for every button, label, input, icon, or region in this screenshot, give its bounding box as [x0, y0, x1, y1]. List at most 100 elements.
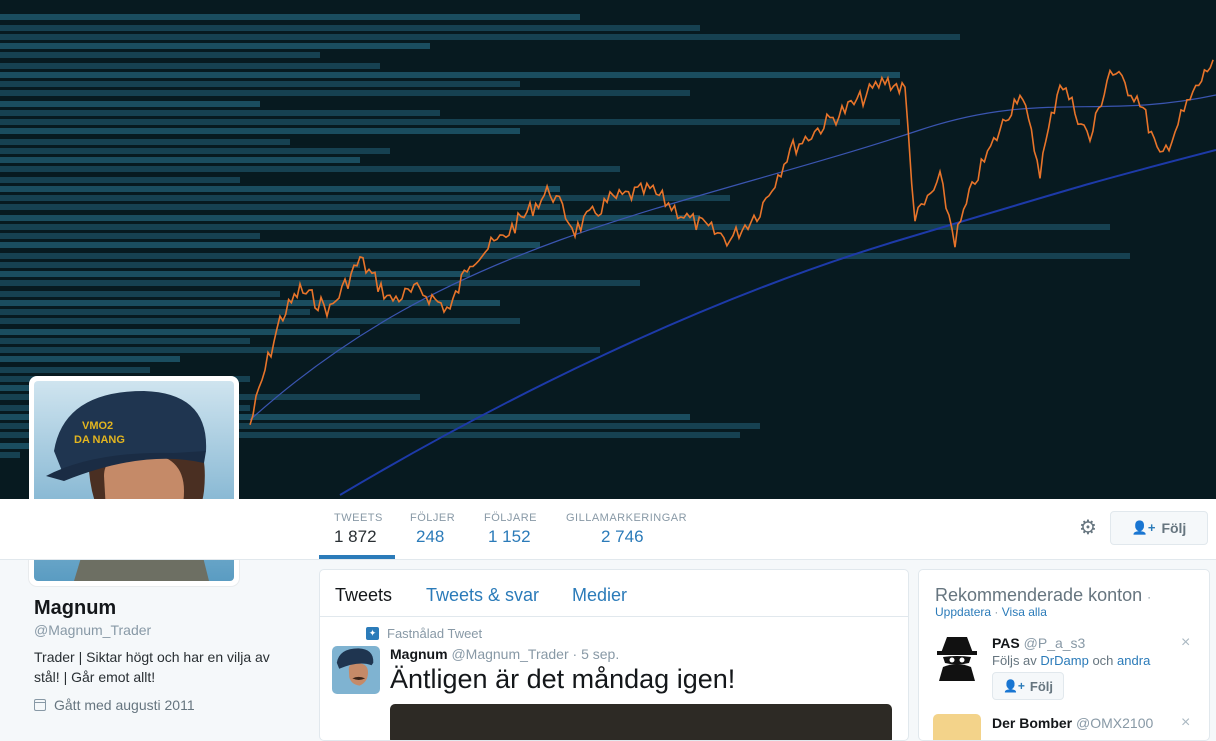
banner-bar [0, 338, 250, 344]
followed-by-user-link[interactable]: DrDamp [1040, 653, 1089, 668]
pinned-label: Fastnålad Tweet [387, 626, 483, 641]
recommended-follow-button[interactable]: 👤+ Följ [992, 672, 1064, 700]
banner-bar [0, 280, 640, 286]
pin-icon: ✦ [366, 627, 379, 640]
banner-bar [0, 367, 150, 373]
dismiss-icon[interactable]: × [1181, 714, 1191, 731]
banner-bar [0, 101, 260, 107]
banner-bar [0, 195, 730, 201]
banner-bar [0, 432, 740, 438]
banner-bar [0, 414, 690, 420]
tab-media[interactable]: Medier [572, 585, 628, 605]
followed-by-prefix: Följs av [992, 653, 1037, 668]
recommended-avatar[interactable] [933, 633, 981, 681]
tab-tweets-replies[interactable]: Tweets & svar [426, 585, 540, 605]
banner-bar [0, 452, 20, 458]
banner-bar [0, 186, 560, 192]
account-name: Der Bomber [992, 715, 1073, 731]
banner-bar [0, 14, 580, 20]
stat-value: 2 746 [601, 527, 644, 546]
tweet-avatar[interactable] [332, 646, 380, 694]
banner-price-line [249, 59, 1214, 426]
banner-bar [0, 242, 540, 248]
gear-icon[interactable]: ⚙ [1079, 517, 1097, 539]
who-to-follow-title: Rekommenderade konton · [935, 585, 1151, 606]
stat-tweets[interactable]: TWEETS 1 872 [319, 499, 395, 559]
tweet-text: Äntligen är det måndag igen! [390, 664, 736, 694]
dismiss-icon[interactable]: × [1181, 634, 1191, 651]
avatar-image [332, 646, 380, 694]
stat-label: GILLAMARKERINGAR [566, 512, 688, 524]
profile-handle[interactable]: @Magnum_Trader [34, 622, 152, 638]
banner-bar [0, 233, 260, 239]
profile-bio: Trader | Siktar högt och har en vilja av… [34, 649, 270, 685]
tab-tweets[interactable]: Tweets [335, 585, 393, 605]
banner-ma-line [339, 149, 1216, 496]
banner-bar [0, 128, 520, 134]
pinned-indicator: ✦ Fastnålad Tweet [366, 626, 482, 641]
stat-likes[interactable]: GILLAMARKERINGAR 2 746 [566, 499, 687, 559]
banner-bar [0, 215, 700, 221]
recommended-avatar[interactable] [933, 714, 981, 740]
who-to-follow-heading: Rekommenderade konton [935, 585, 1143, 605]
tweet-timestamp[interactable]: 5 sep. [581, 646, 620, 662]
banner-bar [0, 318, 520, 324]
banner-bar [0, 90, 690, 96]
who-to-follow: Rekommenderade konton · Uppdatera · Visa… [918, 569, 1210, 741]
banner-ma-line [249, 94, 1216, 421]
banner-bar [0, 253, 1130, 259]
stat-value: 1 152 [488, 527, 531, 546]
svg-text:VMO2: VMO2 [82, 420, 113, 432]
banner-bar [0, 81, 520, 87]
spy-avatar-image [933, 633, 981, 681]
recommended-account-name[interactable]: Der Bomber @OMX2100 [992, 715, 1153, 731]
links-separator: · [994, 605, 999, 619]
tweet-author-name[interactable]: Magnum [390, 646, 448, 662]
banner-bar [0, 177, 240, 183]
banner-bar [0, 52, 320, 58]
refresh-link[interactable]: Uppdatera [935, 605, 992, 619]
banner-bar [0, 157, 360, 163]
profile-joined: Gått med augusti 2011 [34, 697, 195, 713]
stat-label: FÖLJARE [484, 512, 538, 524]
follow-label: Följ [1029, 678, 1054, 694]
banner-bar [0, 43, 430, 49]
account-handle: @P_a_s3 [1023, 635, 1086, 651]
tweet-separator: · [572, 646, 578, 662]
tweet-media-image[interactable] [390, 704, 892, 740]
stat-value: 248 [416, 527, 445, 546]
banner-bar [0, 309, 310, 315]
banner-bar [0, 300, 500, 306]
banner-bar [0, 34, 960, 40]
banner-bar [0, 110, 440, 116]
joined-text: Gått med augusti 2011 [54, 697, 195, 713]
banner-bar [0, 166, 620, 172]
banner-bar [0, 72, 900, 78]
view-all-link[interactable]: Visa alla [1001, 605, 1047, 619]
stat-following[interactable]: FÖLJER 248 [410, 499, 455, 559]
banner-bar [0, 63, 380, 69]
banner-bar [0, 224, 1110, 230]
followed-by-others-link[interactable]: andra [1117, 653, 1151, 668]
banner-bar [0, 25, 700, 31]
title-separator: · [1147, 590, 1152, 604]
banner-bar [0, 262, 360, 268]
profile-name[interactable]: Magnum [34, 597, 117, 619]
follow-button[interactable]: 👤+ Följ [1110, 511, 1208, 545]
banner-bar [0, 347, 600, 353]
recommended-account-name[interactable]: PAS @P_a_s3 [992, 635, 1085, 651]
banner-bar [0, 204, 560, 210]
stat-followers[interactable]: FÖLJARE 1 152 [484, 499, 537, 559]
banner-bar [0, 291, 280, 297]
profile-nav: TWEETS 1 872 FÖLJER 248 FÖLJARE 1 152 GI… [0, 499, 1216, 560]
add-user-icon: 👤+ [1002, 679, 1025, 693]
banner-bar [0, 423, 760, 429]
banner-bar [0, 148, 390, 154]
account-name: PAS [992, 635, 1020, 651]
stat-label: FÖLJER [410, 512, 456, 524]
stat-label: TWEETS [334, 512, 383, 524]
account-handle: @OMX2100 [1076, 715, 1154, 731]
banner-bar [0, 139, 290, 145]
followed-by-context: Följs av DrDamp och andra [992, 653, 1150, 668]
tweet-author-handle[interactable]: @Magnum_Trader [451, 646, 569, 662]
